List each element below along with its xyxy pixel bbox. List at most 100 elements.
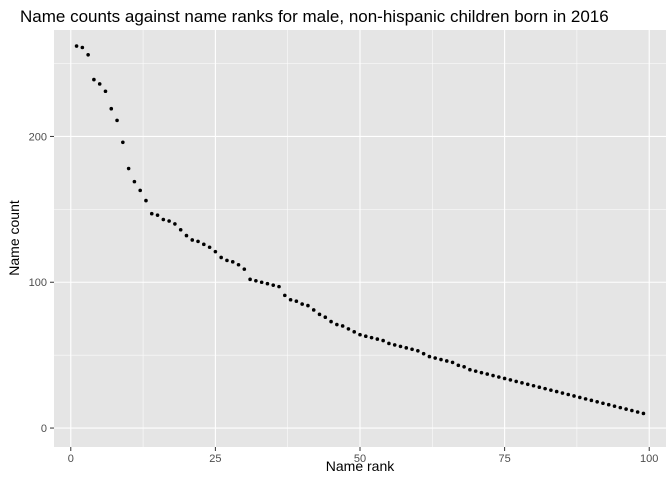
y-tick-label: 100 xyxy=(29,277,47,289)
data-point xyxy=(167,219,171,223)
data-point xyxy=(86,52,90,57)
data-point xyxy=(497,375,501,379)
data-point xyxy=(236,262,241,267)
data-point xyxy=(115,118,119,123)
data-point xyxy=(178,227,183,232)
data-point xyxy=(543,386,547,391)
data-point xyxy=(74,44,79,48)
data-point xyxy=(358,332,362,337)
x-tick-label: 0 xyxy=(68,453,74,465)
data-point xyxy=(225,258,229,263)
data-point xyxy=(271,283,276,287)
data-point xyxy=(433,356,437,360)
x-tick-label: 75 xyxy=(498,453,510,465)
data-point xyxy=(138,188,142,193)
data-point xyxy=(202,242,206,247)
data-point xyxy=(311,308,316,312)
data-point xyxy=(531,383,536,388)
data-point xyxy=(421,351,426,356)
data-point xyxy=(196,239,200,244)
tick-labels: 0 25 50 75 100 0 100 200 xyxy=(29,131,659,465)
data-point xyxy=(306,303,310,308)
data-point xyxy=(144,198,148,203)
data-point xyxy=(121,140,125,145)
data-point xyxy=(537,385,542,390)
data-point xyxy=(277,284,281,289)
data-point xyxy=(323,315,328,320)
data-point xyxy=(381,338,385,343)
data-point xyxy=(589,398,594,403)
y-tick-label: 200 xyxy=(29,131,47,143)
data-point xyxy=(439,357,443,362)
data-point xyxy=(126,166,131,171)
data-point xyxy=(335,322,339,327)
data-point xyxy=(410,347,414,352)
data-point xyxy=(462,365,466,369)
data-point xyxy=(283,293,287,298)
chart-title: Name counts against name ranks for male,… xyxy=(20,7,609,26)
data-point xyxy=(566,392,571,397)
data-point xyxy=(242,267,247,271)
data-point xyxy=(92,77,96,82)
data-point xyxy=(213,249,218,254)
data-point xyxy=(190,238,195,242)
data-point xyxy=(450,360,455,365)
data-point xyxy=(502,376,507,381)
data-point xyxy=(207,245,212,250)
data-point xyxy=(103,89,108,94)
data-point xyxy=(254,278,258,283)
data-point xyxy=(473,369,478,373)
data-point xyxy=(352,330,357,334)
x-axis-title: Name rank xyxy=(326,458,395,474)
data-point xyxy=(572,394,576,398)
data-point xyxy=(554,389,559,394)
data-point xyxy=(259,280,264,285)
data-point xyxy=(618,405,623,410)
data-point xyxy=(149,211,154,216)
data-point xyxy=(601,401,605,406)
data-point xyxy=(560,391,565,395)
data-point xyxy=(248,277,252,282)
data-point xyxy=(80,45,85,50)
data-point xyxy=(375,337,380,341)
data-point xyxy=(265,281,270,286)
data-point xyxy=(300,302,304,306)
data-point xyxy=(468,367,472,372)
data-point xyxy=(398,344,403,349)
data-point xyxy=(491,373,495,378)
data-point xyxy=(161,217,166,222)
data-point xyxy=(340,324,345,328)
data-point xyxy=(485,372,490,376)
data-point xyxy=(184,233,189,238)
data-point xyxy=(132,179,137,184)
data-point xyxy=(427,354,432,359)
data-point xyxy=(508,378,513,382)
x-tick-label: 100 xyxy=(640,453,658,465)
data-point xyxy=(635,410,640,414)
data-point xyxy=(288,297,293,302)
data-point xyxy=(219,255,223,260)
data-point xyxy=(641,411,646,416)
data-point xyxy=(606,402,611,407)
data-point xyxy=(444,359,449,363)
x-tick-label: 25 xyxy=(209,453,221,465)
data-point xyxy=(456,363,461,368)
data-point xyxy=(549,388,553,392)
data-point xyxy=(578,395,582,400)
data-point xyxy=(624,407,628,411)
data-points xyxy=(74,44,646,416)
data-point xyxy=(416,348,420,353)
data-point xyxy=(479,370,484,375)
data-point xyxy=(109,106,114,111)
data-point xyxy=(363,334,368,338)
data-point xyxy=(230,260,235,264)
y-tick-label: 0 xyxy=(41,423,47,435)
data-point xyxy=(392,343,397,347)
data-point xyxy=(612,404,617,408)
data-point xyxy=(346,327,351,331)
data-point xyxy=(583,397,588,401)
data-point xyxy=(630,408,634,413)
data-point xyxy=(404,346,409,350)
data-point xyxy=(520,381,524,385)
